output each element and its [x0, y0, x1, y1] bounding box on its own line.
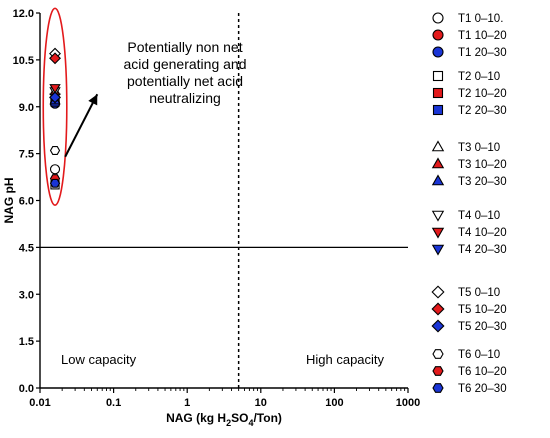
legend-item: T4 0–10 — [431, 210, 500, 222]
data-point — [49, 146, 61, 155]
legend-marker — [431, 319, 445, 333]
data-point — [49, 91, 61, 104]
data-point — [49, 164, 61, 175]
y-tick-label: 3.0 — [19, 289, 34, 301]
legend-marker — [432, 29, 444, 41]
legend-item: T5 20–30 — [431, 319, 507, 333]
legend-item: T2 10–20 — [432, 87, 507, 100]
legend-item: T2 0–10 — [432, 70, 500, 83]
legend-marker — [431, 302, 445, 316]
legend-label: T4 10–20 — [458, 227, 507, 239]
legend-label: T6 0–10 — [458, 349, 500, 361]
x-tick-label: 1 — [184, 397, 190, 409]
y-tick-label: 7.5 — [19, 149, 34, 161]
region-label-high: High capacity — [306, 352, 385, 367]
y-tick-label: 10.5 — [13, 55, 34, 67]
legend-marker — [432, 70, 444, 82]
y-axis-title: NAG pH — [2, 178, 16, 224]
legend-item: T6 20–30 — [432, 383, 507, 395]
legend-marker — [432, 104, 444, 116]
legend-item: T1 20–30 — [432, 46, 507, 59]
legend-item: T4 20–30 — [431, 244, 507, 256]
legend-item: T6 10–20 — [432, 366, 507, 378]
y-tick-label: 0.0 — [19, 383, 34, 395]
legend-label: T3 20–30 — [458, 176, 507, 188]
legend-label: T5 0–10 — [458, 287, 500, 299]
legend-item: T4 10–20 — [431, 227, 507, 239]
legend-marker — [431, 140, 445, 152]
legend-label: T1 0–10. — [458, 13, 503, 25]
cluster-ellipse — [42, 7, 68, 206]
legend-label: T2 20–30 — [458, 105, 507, 117]
annotation-text: acid generating and — [124, 56, 247, 72]
legend-label: T6 10–20 — [458, 366, 507, 378]
legend-label: T1 20–30 — [458, 47, 507, 59]
arrow-head — [88, 94, 98, 106]
legend-label: T6 20–30 — [458, 383, 507, 395]
legend-marker — [432, 349, 444, 359]
x-tick-label: 0.01 — [29, 397, 50, 409]
y-tick-label: 9.0 — [19, 102, 34, 114]
legend-marker — [432, 46, 444, 58]
x-tick-label: 0.1 — [106, 397, 121, 409]
legend-marker — [431, 210, 445, 222]
legend-marker — [432, 366, 444, 376]
y-tick-label: 12.0 — [13, 8, 34, 20]
region-label-low: Low capacity — [61, 352, 137, 367]
y-tick-label: 6.0 — [19, 196, 34, 208]
y-tick-label: 4.5 — [19, 242, 34, 254]
x-tick-label: 10 — [255, 397, 267, 409]
legend-marker — [431, 244, 445, 256]
legend-item: T5 10–20 — [431, 302, 507, 316]
annotation-text: Potentially non net — [127, 39, 242, 55]
legend-marker — [431, 285, 445, 299]
legend-marker — [432, 383, 444, 393]
legend-label: T1 10–20 — [458, 30, 507, 42]
annotation-text: potentially net acid — [127, 73, 243, 89]
legend-marker — [431, 157, 445, 169]
x-axis-title: NAG (kg H2SO4/Ton) — [166, 411, 282, 428]
legend-item: T2 20–30 — [432, 104, 507, 117]
legend-item: T3 10–20 — [431, 157, 507, 171]
legend-marker — [431, 227, 445, 239]
legend-label: T2 10–20 — [458, 88, 507, 100]
legend-marker — [432, 87, 444, 99]
x-tick-label: 100 — [325, 397, 343, 409]
data-point — [49, 84, 61, 95]
legend-item: T3 0–10 — [431, 140, 500, 154]
legend-marker — [431, 174, 445, 186]
legend-label: T5 10–20 — [458, 304, 507, 316]
data-point — [49, 52, 61, 65]
annotation-text: neutralizing — [149, 90, 221, 106]
legend-marker — [432, 12, 444, 24]
legend-label: T2 0–10 — [458, 71, 500, 83]
legend-label: T5 20–30 — [458, 321, 507, 333]
legend-item: T3 20–30 — [431, 174, 507, 188]
data-point — [49, 178, 61, 188]
legend-item: T1 0–10. — [432, 12, 503, 25]
legend-label: T3 10–20 — [458, 159, 507, 171]
legend-item: T6 0–10 — [432, 349, 500, 361]
annotation-arrow — [64, 93, 99, 158]
legend-label: T4 0–10 — [458, 210, 500, 222]
legend-item: T5 0–10 — [431, 285, 500, 299]
legend-item: T1 10–20 — [432, 29, 507, 42]
y-tick-label: 1.5 — [19, 336, 34, 348]
legend-label: T3 0–10 — [458, 142, 500, 154]
x-tick-label: 1000 — [396, 397, 420, 409]
legend-label: T4 20–30 — [458, 244, 507, 256]
